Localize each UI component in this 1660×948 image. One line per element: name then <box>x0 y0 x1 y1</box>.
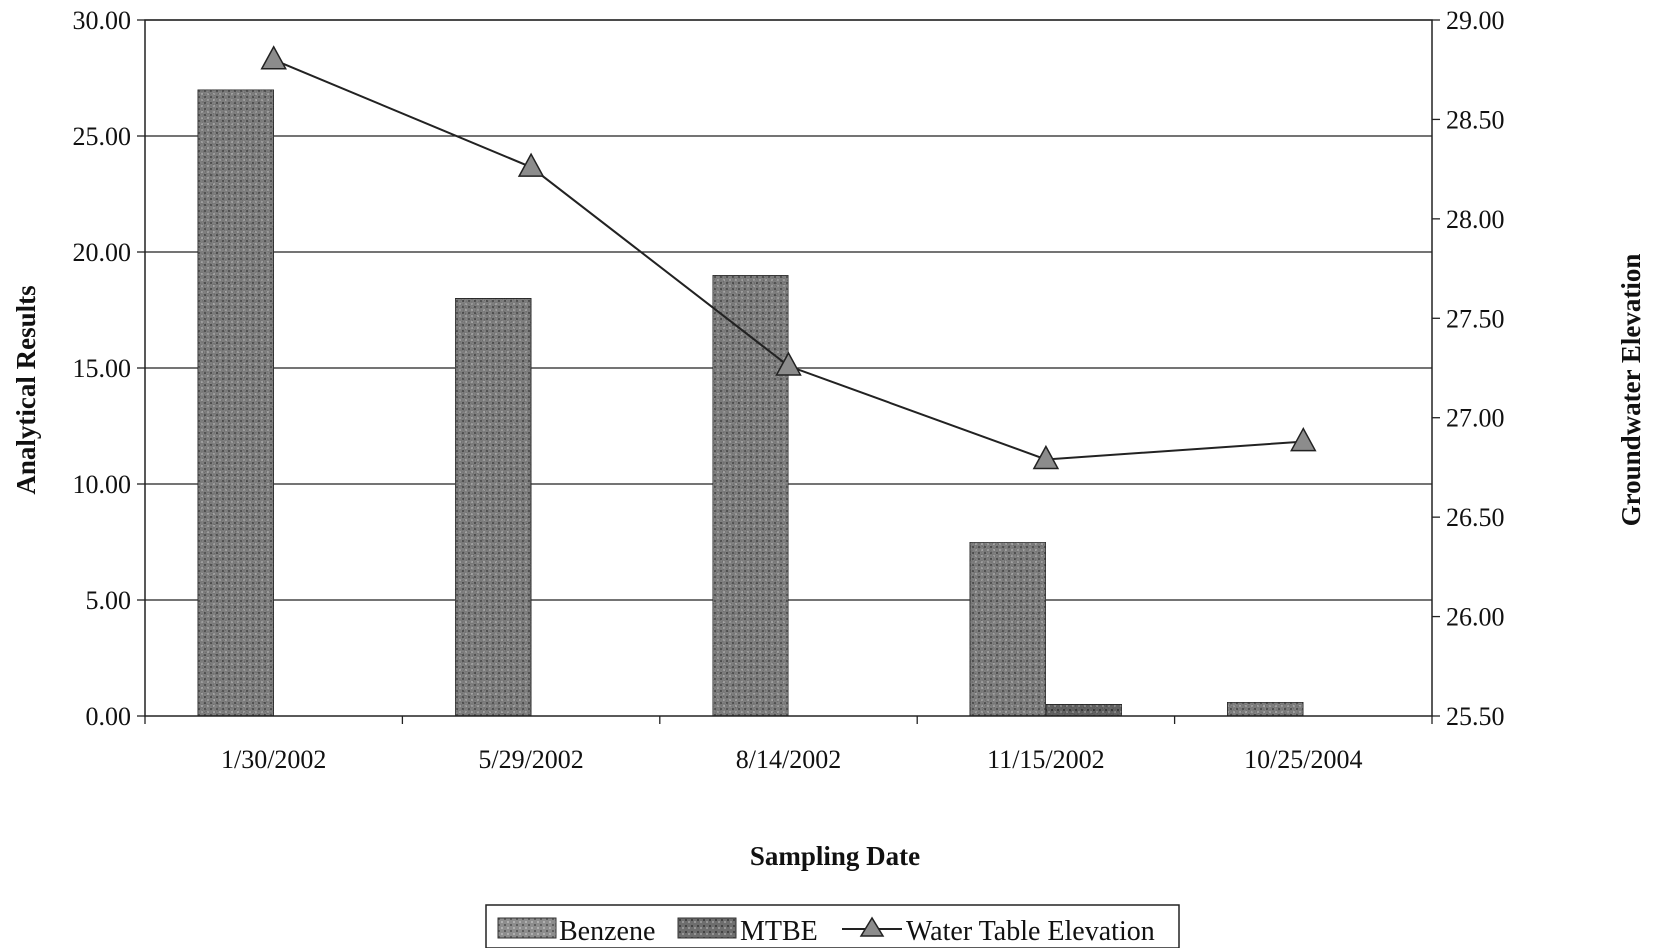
y2-tick-label: 29.00 <box>1446 6 1505 35</box>
y2-tick-label: 26.00 <box>1446 603 1505 632</box>
legend-swatch-mtbe <box>677 917 737 939</box>
legend: Benzene MTBE Water Table Elevation <box>485 904 1180 948</box>
y2-tick-label: 27.00 <box>1446 404 1505 433</box>
bars <box>197 88 1304 717</box>
legend-label-mtbe: MTBE <box>740 916 818 947</box>
legend-label-benzene: Benzene <box>559 916 655 947</box>
x-tick-label: 8/14/2002 <box>736 745 841 774</box>
bar-benzene-4 <box>1226 701 1304 717</box>
y2-tick-label: 28.00 <box>1446 205 1505 234</box>
water-table-line <box>260 45 1317 470</box>
bar-benzene-2 <box>711 274 790 717</box>
x-axis-ticks: 1/30/2002 5/29/2002 8/14/2002 11/15/2002 10/… <box>144 716 1433 774</box>
legend-box <box>485 904 1180 948</box>
legend-marker-triangle <box>859 916 885 937</box>
x-tick-label: 11/15/2002 <box>987 745 1104 774</box>
y-axis-title: Analytical Results <box>11 285 41 494</box>
y-tick-label: 0.00 <box>86 702 132 731</box>
y-tick-label: 30.00 <box>73 6 132 35</box>
left-axis-ticks: 0.00 5.00 10.00 15.00 20.00 25.00 30.00 <box>73 6 145 731</box>
x-tick-label: 5/29/2002 <box>478 745 583 774</box>
y-tick-label: 15.00 <box>73 354 132 383</box>
y-tick-label: 10.00 <box>73 470 132 499</box>
y2-axis-title: Groundwater Elevation <box>1616 254 1646 527</box>
water-table-marker-0 <box>260 45 287 70</box>
x-tick-label: 10/25/2004 <box>1244 745 1362 774</box>
y2-tick-label: 26.50 <box>1446 503 1505 532</box>
y2-tick-label: 28.50 <box>1446 105 1505 134</box>
bar-mtbe-3 <box>1045 703 1123 717</box>
legend-swatch-benzene <box>497 917 557 939</box>
water-table-marker-4 <box>1290 427 1317 452</box>
y-tick-label: 20.00 <box>73 238 132 267</box>
water-table-marker-2 <box>775 351 802 376</box>
y2-tick-label: 25.50 <box>1446 702 1505 731</box>
water-table-marker-1 <box>517 152 545 177</box>
y-tick-label: 5.00 <box>86 586 132 615</box>
y-tick-label: 25.00 <box>73 122 132 151</box>
x-axis-title: Sampling Date <box>750 841 920 871</box>
right-axis-ticks: 25.50 26.00 26.50 27.00 27.50 28.00 28.50 29.00 <box>1432 6 1505 731</box>
legend-label-water-table: Water Table Elevation <box>906 916 1155 947</box>
bar-benzene-0 <box>197 88 275 717</box>
bar-benzene-1 <box>454 297 532 717</box>
x-tick-label: 1/30/2002 <box>221 745 326 774</box>
water-table-marker-3 <box>1032 444 1060 470</box>
bar-benzene-3 <box>969 541 1047 717</box>
y2-tick-label: 27.50 <box>1446 304 1505 333</box>
